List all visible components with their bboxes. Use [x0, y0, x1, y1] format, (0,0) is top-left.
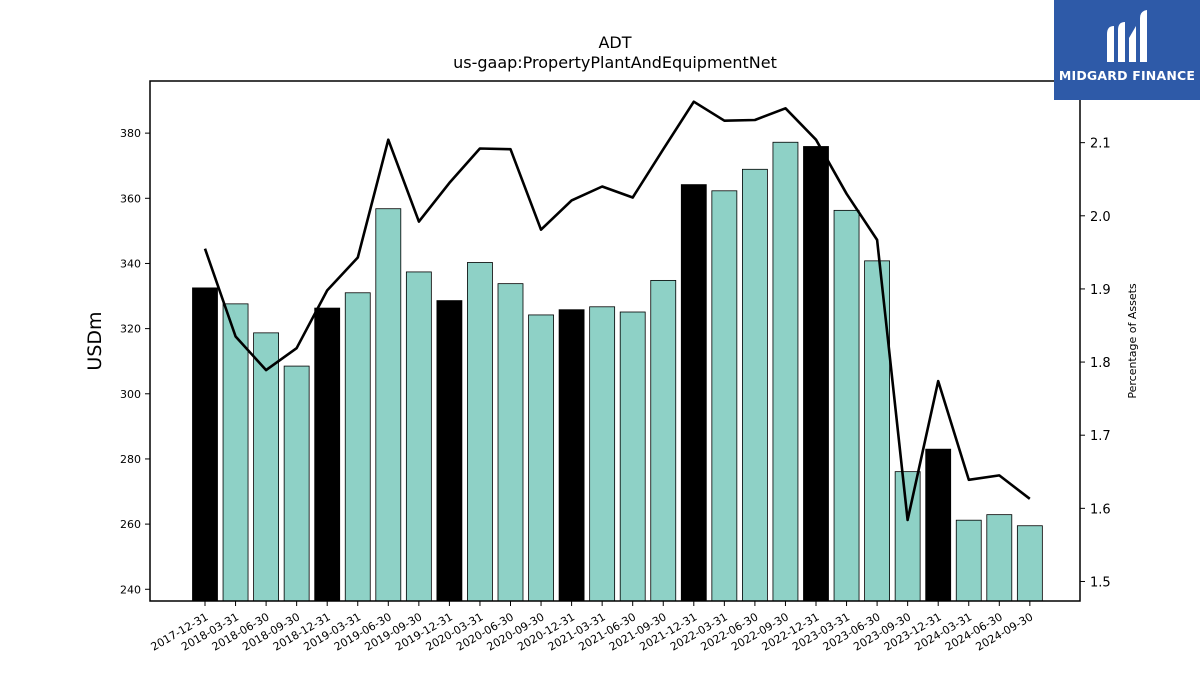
y-tick-label: 360: [120, 192, 141, 205]
y2-tick-label: 2.1: [1090, 137, 1111, 152]
y-tick-label: 380: [120, 127, 141, 140]
bar: [986, 514, 1013, 602]
bar: [742, 168, 768, 602]
bar: [955, 519, 982, 602]
plot-frame: [149, 80, 1081, 602]
bar: [925, 448, 952, 602]
bar: [497, 283, 524, 602]
bar: [222, 303, 249, 602]
y-tick-label: 300: [120, 388, 141, 401]
y2-tick-label: 1.7: [1090, 429, 1111, 444]
chart-title: ADT: [598, 33, 631, 52]
bar: [314, 307, 341, 602]
y-tick-label: 340: [120, 257, 141, 270]
y-tick-label: 260: [120, 518, 141, 531]
bar: [436, 300, 463, 602]
bar: [405, 271, 432, 602]
bar: [894, 471, 921, 602]
midgard-finance-logo: MIDGARD FINANCE: [1054, 0, 1200, 100]
bar: [589, 306, 616, 602]
y-tick-label: 320: [120, 323, 141, 336]
bar: [558, 309, 585, 602]
logo-text: MIDGARD FINANCE: [1058, 68, 1196, 83]
bar: [803, 146, 829, 602]
midgard-logo-icon: [1107, 10, 1147, 62]
y-axis-label: USDm: [84, 311, 106, 370]
bar: [772, 141, 799, 602]
bar: [650, 279, 677, 602]
bar: [1016, 525, 1043, 602]
y2-tick-label: 1.6: [1090, 502, 1111, 517]
bar: [192, 287, 218, 602]
bar: [680, 184, 707, 602]
bar: [375, 208, 402, 602]
y2-tick-label: 1.5: [1090, 575, 1111, 590]
y-tick-label: 240: [120, 583, 141, 596]
bar: [711, 190, 738, 602]
percentage-line: [203, 100, 1031, 522]
bar: [528, 314, 554, 602]
bar: [253, 332, 280, 602]
bar: [619, 311, 646, 602]
y2-tick-label: 2.0: [1090, 210, 1111, 225]
bar: [833, 209, 860, 602]
y2-tick-label: 1.9: [1090, 283, 1111, 298]
chart-subtitle: us-gaap:PropertyPlantAndEquipmentNet: [453, 53, 777, 72]
y-tick-label: 280: [120, 453, 141, 466]
bar: [467, 262, 493, 602]
y2-axis-label: Percentage of Assets: [1126, 283, 1139, 399]
bar: [344, 292, 371, 602]
y2-tick-label: 1.8: [1090, 356, 1111, 371]
bar: [283, 365, 310, 602]
